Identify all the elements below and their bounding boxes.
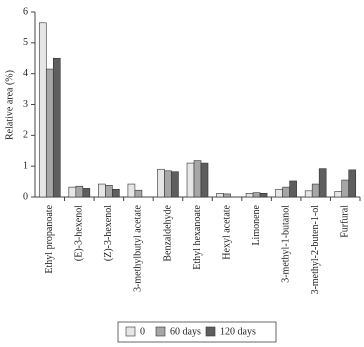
y-tick-label: 5 bbox=[23, 37, 28, 48]
bar bbox=[259, 193, 268, 198]
bar bbox=[348, 169, 357, 198]
x-tick-label: Hexyl acetate bbox=[221, 204, 232, 259]
bar bbox=[245, 193, 254, 198]
x-tick-label: (E)-3-hexenol bbox=[74, 205, 85, 261]
bar bbox=[193, 160, 202, 198]
y-tick-label: 3 bbox=[23, 99, 28, 110]
bar bbox=[252, 192, 261, 198]
y-tick-label: 0 bbox=[23, 191, 28, 202]
bar bbox=[112, 188, 120, 198]
bar bbox=[68, 186, 77, 198]
x-tick-label: (Z)-3-hexenol bbox=[103, 205, 114, 261]
bar bbox=[304, 190, 313, 198]
bar bbox=[318, 168, 327, 198]
legend-swatch bbox=[155, 326, 166, 337]
bar bbox=[216, 193, 224, 198]
y-axis-label: Relative area (%) bbox=[4, 70, 15, 140]
y-tick-label: 2 bbox=[23, 130, 28, 141]
bar bbox=[38, 22, 47, 198]
x-tick-label: Benzaldehyde bbox=[162, 204, 173, 261]
bar bbox=[105, 184, 113, 198]
y-tick-label: 4 bbox=[23, 68, 28, 79]
bar bbox=[223, 193, 231, 198]
bar bbox=[186, 162, 195, 198]
legend-label: 60 days bbox=[170, 326, 201, 337]
bar bbox=[75, 185, 84, 198]
bar bbox=[45, 68, 54, 198]
legend-label: 120 days bbox=[220, 326, 256, 337]
bar bbox=[164, 170, 172, 198]
bar bbox=[134, 189, 143, 198]
y-tick-label: 1 bbox=[23, 160, 28, 171]
x-tick-label: 3-methylbutyl acetate bbox=[133, 204, 144, 291]
bar bbox=[52, 57, 61, 198]
bar bbox=[157, 168, 165, 198]
bar bbox=[289, 180, 297, 198]
bar bbox=[341, 179, 350, 198]
legend-label: 0 bbox=[140, 326, 145, 337]
x-tick-label: Ethyl propanoate bbox=[44, 204, 55, 273]
bar bbox=[334, 191, 343, 198]
bar bbox=[282, 186, 290, 198]
x-tick-label: 3-methyl-1-butanol bbox=[280, 205, 291, 283]
bar bbox=[127, 183, 136, 198]
x-tick-label: Furfural bbox=[340, 205, 351, 238]
bar bbox=[171, 171, 179, 198]
bar bbox=[275, 188, 283, 198]
x-tick-label: 3-methyl-2-buten-1-ol bbox=[310, 205, 321, 295]
x-tick-label: Ethyl hexanoate bbox=[192, 204, 203, 269]
y-tick-label: 6 bbox=[23, 6, 28, 17]
bar bbox=[82, 188, 91, 198]
bar bbox=[200, 162, 209, 198]
legend-swatch bbox=[125, 326, 136, 337]
bar bbox=[98, 183, 106, 198]
bar bbox=[311, 183, 320, 198]
legend-swatch bbox=[205, 326, 216, 337]
x-tick-label: Limonene bbox=[251, 204, 262, 245]
